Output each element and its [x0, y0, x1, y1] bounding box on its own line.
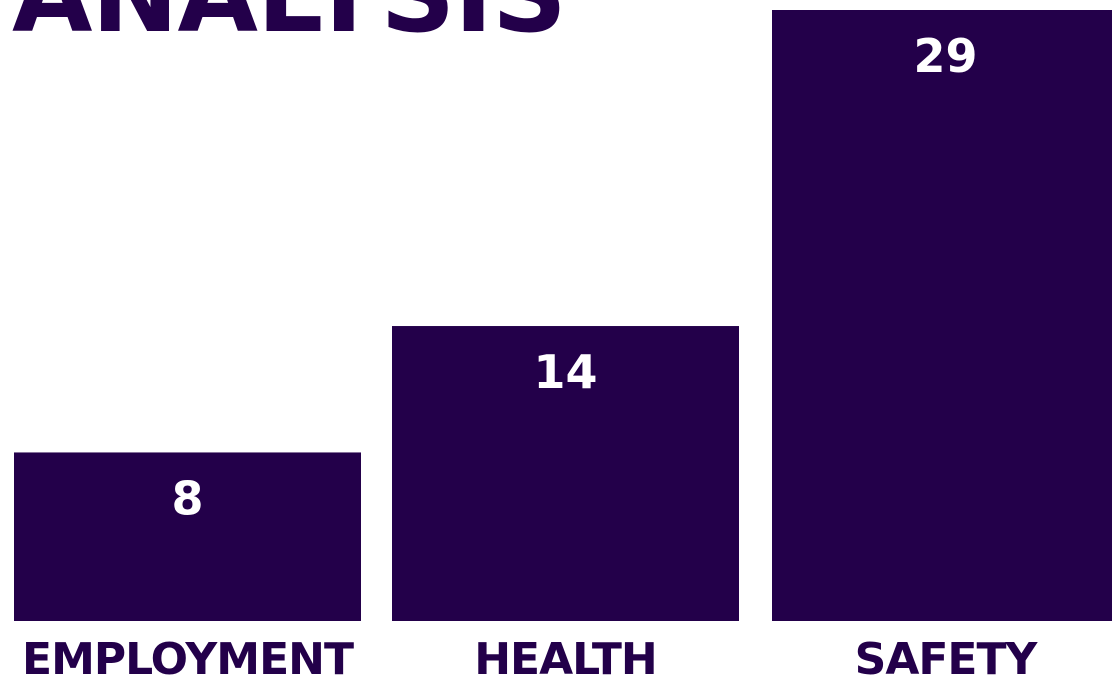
chart-title: ANALYSIS [12, 0, 567, 50]
bar-employment [14, 452, 361, 621]
category-label-safety: SAFETY [855, 634, 1039, 681]
bar-value-label-employment: 8 [171, 471, 203, 525]
bar-health [392, 326, 739, 621]
bar-value-label-safety: 29 [913, 29, 977, 83]
category-label-employment: EMPLOYMENT [22, 634, 354, 681]
category-label-health: HEALTH [474, 634, 657, 681]
bar-safety [772, 10, 1112, 621]
bar-value-label-health: 14 [533, 345, 597, 399]
